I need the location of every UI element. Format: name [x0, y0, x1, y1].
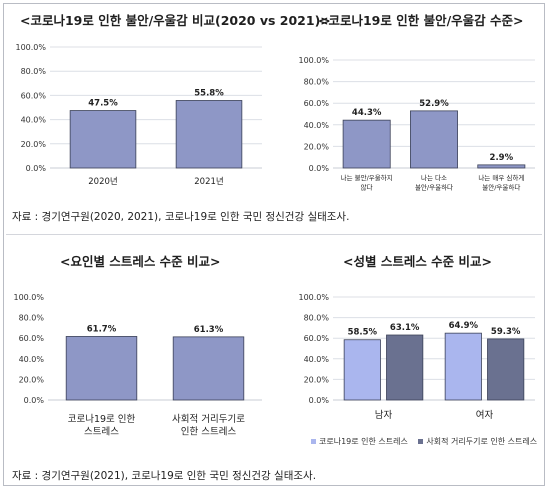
legend-label-series2: 사회적 거리두기로 인한 스트레스	[426, 437, 538, 446]
chart3-bar	[172, 336, 245, 401]
chart3-ytick-label: 100.0%	[13, 293, 44, 302]
chart2-data-label: 44.3%	[352, 108, 382, 118]
chart4-data-label: 58.5%	[348, 328, 378, 338]
chart2-ytick-label: 20.0%	[304, 142, 330, 151]
chart2-bar	[342, 119, 391, 169]
chart4-data-label: 63.1%	[390, 323, 420, 333]
chart4-bar-s2	[487, 338, 525, 401]
chart4-data-label: 59.3%	[491, 327, 521, 337]
chart2-category-label: 불안/우울하다	[482, 183, 520, 192]
chart2-data-label: 2.9%	[490, 153, 514, 163]
legend-swatch-series1	[311, 439, 316, 444]
chart4-data-label: 64.9%	[449, 321, 479, 331]
panel4-legend: 코로나19로 인한 스트레스 사회적 거리두기로 인한 스트레스	[311, 436, 537, 447]
chart4-category-label: 여자	[476, 409, 494, 421]
panel4-title: <성별 스트레스 수준 비교>	[343, 254, 493, 269]
chart1-bar	[175, 100, 243, 169]
chart3-category-label: 인한 스트레스	[181, 427, 237, 438]
chart4-ytick-label: 0.0%	[309, 396, 330, 405]
chart2-ytick-label: 80.0%	[304, 78, 330, 87]
chart1-ytick-label: 0.0%	[26, 164, 47, 173]
chart3-ytick-label: 0.0%	[24, 396, 45, 405]
chart2-bar	[477, 164, 526, 169]
chart4-ytick-label: 80.0%	[304, 314, 330, 323]
chart2-ytick-label: 0.0%	[309, 164, 330, 173]
chart2-category-label: 않다	[361, 183, 373, 192]
chart4-ytick-label: 100.0%	[298, 293, 329, 302]
chart2-data-label: 52.9%	[419, 99, 449, 109]
chart2-ytick-label: 40.0%	[304, 121, 330, 130]
chart4-ytick-label: 40.0%	[304, 355, 330, 364]
chart1-bar	[69, 110, 137, 169]
figure-frame	[3, 3, 545, 486]
chart3-category-label: 사회적 거리두기로	[172, 413, 245, 425]
chart4-bar-s1	[343, 339, 381, 401]
chart1-ytick-label: 100.0%	[15, 43, 46, 52]
chart1-ytick-label: 40.0%	[21, 116, 47, 125]
chart3-ytick-label: 20.0%	[19, 375, 45, 384]
chart4-ytick-label: 20.0%	[304, 375, 330, 384]
chart2-ytick-label: 60.0%	[304, 99, 330, 108]
chart4-bar-s2	[386, 334, 424, 401]
chart4-ytick-label: 60.0%	[304, 334, 330, 343]
section-divider	[6, 234, 542, 235]
chart2-category-label: 나는 불안/우울하지	[341, 173, 393, 182]
source-note-top: 자료 : 경기연구원(2020, 2021), 코로나19로 인한 국민 정신건…	[12, 211, 350, 223]
chart1-ytick-label: 60.0%	[21, 91, 47, 100]
chart3-data-label: 61.3%	[194, 325, 224, 335]
chart1-ytick-label: 80.0%	[21, 67, 47, 76]
chart1-ytick-label: 20.0%	[21, 140, 47, 149]
chart1-category-label: 2021년	[194, 176, 223, 187]
chart3-ytick-label: 60.0%	[19, 334, 45, 343]
chart3-category-label: 스트레스	[84, 427, 119, 438]
chart2-bar	[410, 110, 458, 169]
chart3-bar	[65, 336, 138, 401]
chart3-ytick-label: 80.0%	[19, 314, 45, 323]
chart1-category-label: 2020년	[88, 176, 117, 187]
legend-swatch-series2	[418, 439, 424, 444]
chart3-data-label: 61.7%	[87, 324, 117, 334]
chart4-bar-s1	[444, 332, 482, 401]
legend-label-series1: 코로나19로 인한 스트레스	[319, 437, 408, 446]
chart1-data-label: 55.8%	[194, 88, 224, 98]
panel2-title: <코로나19로 인한 불안/우울감 수준>	[318, 13, 524, 28]
chart1-data-label: 47.5%	[88, 99, 118, 109]
chart3-ytick-label: 40.0%	[19, 355, 45, 364]
panel3-title: <요인별 스트레스 수준 비교>	[60, 254, 221, 269]
chart2-category-label: 나는 매우 심하게	[478, 173, 524, 182]
chart2-ytick-label: 100.0%	[298, 56, 329, 65]
chart3-category-label: 코로나19로 인한	[68, 414, 136, 425]
panel1-title: <코로나19로 인한 불안/우울감 비교(2020 vs 2021)>	[20, 13, 331, 28]
chart4-category-label: 남자	[375, 410, 393, 421]
chart2-category-label: 나는 다소	[421, 173, 447, 182]
source-note-bottom: 자료 : 경기연구원(2021), 코로나19로 인한 국민 정신건강 실태조사…	[12, 470, 317, 482]
chart2-category-label: 불안/우울하다	[415, 183, 453, 192]
